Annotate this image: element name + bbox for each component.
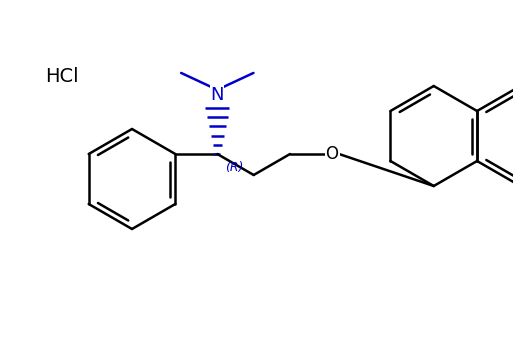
Text: (R): (R) bbox=[225, 161, 244, 174]
Text: O: O bbox=[326, 145, 339, 163]
Text: HCl: HCl bbox=[45, 66, 79, 86]
Text: N: N bbox=[210, 86, 224, 104]
